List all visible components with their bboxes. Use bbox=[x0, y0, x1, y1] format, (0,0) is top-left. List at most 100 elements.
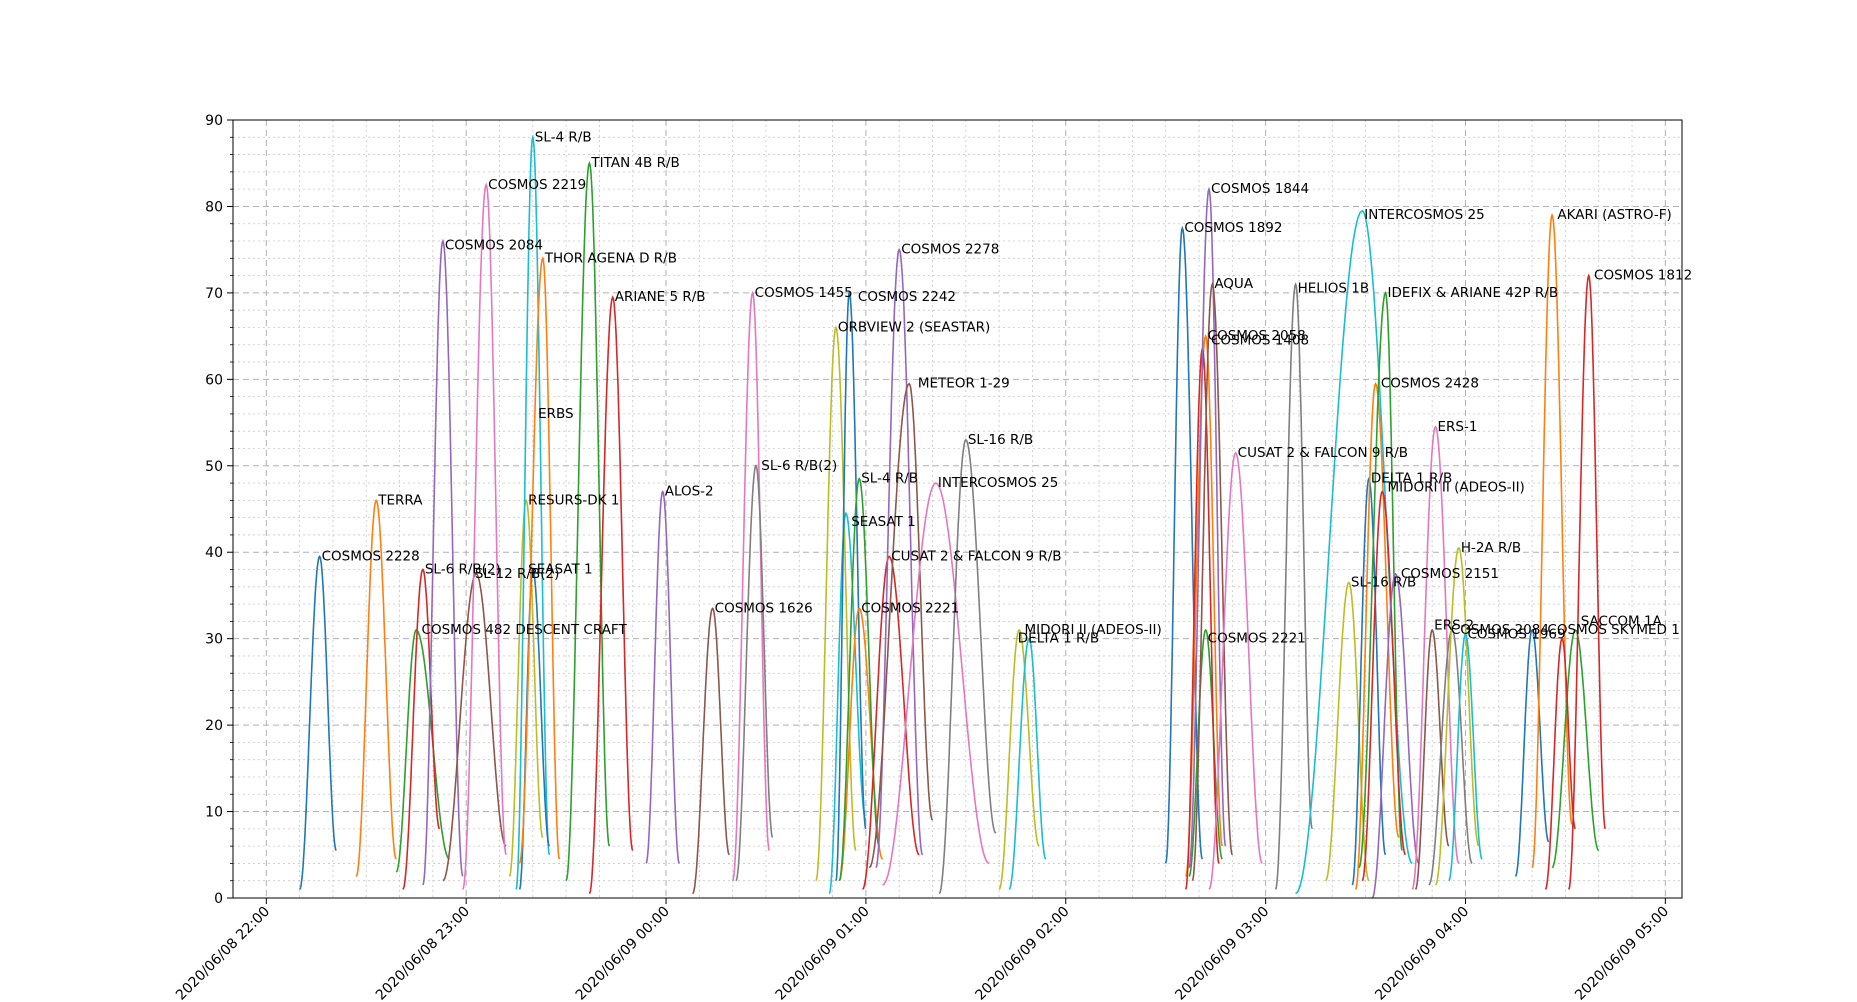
y-tick-label: 10 bbox=[205, 805, 223, 821]
pass-label: SL-12 R/B(2) bbox=[475, 566, 560, 582]
pass-curve bbox=[395, 629, 450, 873]
pass-label: COSMOS 2058 bbox=[1208, 328, 1306, 344]
pass-curve bbox=[1325, 581, 1370, 882]
pass-label: TERRA bbox=[377, 492, 423, 508]
pass-curve bbox=[1351, 476, 1387, 886]
pass-curve bbox=[1191, 282, 1234, 882]
y-tick-label: 30 bbox=[205, 632, 223, 648]
y-tick-label: 70 bbox=[205, 286, 223, 302]
pass-curve bbox=[1371, 572, 1420, 899]
pass-label: TITAN 4B R/B bbox=[590, 155, 679, 171]
pass-curve bbox=[1448, 633, 1483, 882]
y-tick-label: 90 bbox=[205, 113, 223, 129]
pass-label: COSMOS 2221 bbox=[861, 600, 959, 616]
pass-curve bbox=[462, 182, 507, 890]
pass-label: H-2A R/B bbox=[1461, 540, 1521, 556]
y-tick-label: 0 bbox=[214, 891, 223, 907]
pass-label: MIDORI II (ADEOS-II) bbox=[1024, 622, 1161, 638]
pass-label: IDEFIX & ARIANE 42P R/B bbox=[1388, 285, 1559, 301]
pass-label: SL-4 R/B bbox=[861, 471, 918, 487]
pass-label: COSMOS 2242 bbox=[858, 289, 956, 305]
pass-label: SL-6 R/B(2) bbox=[761, 458, 837, 474]
y-tick-label: 20 bbox=[205, 718, 223, 734]
pass-curve bbox=[998, 628, 1040, 890]
y-tick-label: 40 bbox=[205, 545, 223, 561]
plot-area bbox=[298, 134, 1607, 899]
pass-label: MIDORI II (ADEOS-II) bbox=[1388, 479, 1525, 495]
pass-label: CUSAT 2 & FALCON 9 R/B bbox=[1238, 445, 1408, 461]
pass-label: COSMOS 1812 bbox=[1594, 268, 1692, 284]
pass-curve bbox=[1428, 628, 1473, 886]
pass-curve bbox=[1274, 282, 1314, 890]
pass-curve bbox=[515, 134, 551, 890]
pass-label: COSMOS 2228 bbox=[322, 549, 420, 565]
pass-label: ALOS-2 bbox=[665, 484, 714, 500]
pass-label: AKARI (ASTRO-F) bbox=[1557, 207, 1671, 223]
pass-curve bbox=[862, 555, 920, 890]
pass-label: SL-4 R/B bbox=[535, 129, 592, 145]
pass-curve bbox=[1434, 546, 1480, 886]
y-tick-label: 60 bbox=[205, 372, 223, 388]
pass-label: DELTA 1 R/B bbox=[1371, 471, 1452, 487]
pass-label: COSMOS 2084 bbox=[445, 237, 543, 253]
pass-curve bbox=[588, 295, 634, 895]
pass-label: COSMOS 1969 bbox=[1467, 626, 1565, 642]
pass-curve bbox=[422, 238, 464, 886]
pass-label: COSMOS 2084 bbox=[1451, 622, 1549, 638]
pass-curve bbox=[882, 482, 990, 886]
pass-label: COSMOS 2151 bbox=[1401, 566, 1499, 582]
pass-curve bbox=[938, 438, 997, 895]
pass-label: ERS-1 bbox=[1438, 419, 1478, 435]
pass-label: INTERCOSMOS 25 bbox=[1364, 207, 1485, 223]
pass-curve bbox=[508, 498, 544, 877]
pass-curve bbox=[355, 498, 397, 877]
pass-curve bbox=[815, 325, 857, 882]
pass-label: RESURS-DK 1 bbox=[528, 492, 619, 508]
pass-label: ERBS bbox=[538, 406, 574, 422]
pass-curve bbox=[1567, 273, 1607, 890]
pass-curve bbox=[1361, 490, 1407, 882]
pass-label: COSMOS 1844 bbox=[1211, 181, 1309, 197]
pass-label: COSMOS 2221 bbox=[1208, 631, 1306, 647]
pass-curve bbox=[828, 511, 867, 895]
pass-label: SEASAT 1 bbox=[528, 562, 592, 578]
pass-curve bbox=[518, 256, 561, 864]
pass-label: SEASAT 1 bbox=[851, 514, 915, 530]
pass-curve bbox=[1514, 628, 1550, 877]
pass-label: METEOR 1-29 bbox=[918, 376, 1010, 392]
pass-label: ORBVIEW 2 (SEASTAR) bbox=[838, 319, 990, 335]
pass-label: COSMOS 2219 bbox=[488, 177, 586, 193]
pass-curve bbox=[402, 568, 441, 890]
pass-label: COSMOS 2278 bbox=[901, 242, 999, 258]
pass-label: AQUA bbox=[1214, 276, 1254, 292]
pass-curve bbox=[868, 382, 934, 869]
pass-curve bbox=[1188, 186, 1227, 868]
pass-label: SACCOM 1A bbox=[1581, 613, 1663, 629]
pass-curve bbox=[1358, 291, 1403, 869]
pass-label: COSMOS 1626 bbox=[715, 600, 813, 616]
pass-label: COSMOS 1455 bbox=[755, 285, 853, 301]
pass-label: COSMOS 1892 bbox=[1184, 220, 1282, 236]
pass-label: ERS-2 bbox=[1434, 618, 1474, 634]
pass-label: INTERCOSMOS 25 bbox=[938, 475, 1059, 491]
pass-label: CUSAT 2 & FALCON 9 R/B bbox=[891, 549, 1061, 565]
pass-curve bbox=[731, 290, 771, 881]
pass-label: COSMOS 1408 bbox=[1211, 332, 1309, 348]
pass-curve bbox=[1411, 425, 1460, 890]
y-tick-label: 50 bbox=[205, 459, 223, 475]
pass-label: DELTA 1 R/B bbox=[1018, 631, 1099, 647]
pass-label: SL-6 R/B(2) bbox=[425, 562, 501, 578]
pass-label: COSMOS SKYMED 1 bbox=[1547, 622, 1679, 638]
pass-curve bbox=[1208, 451, 1263, 890]
y-tick-label: 80 bbox=[205, 199, 223, 215]
pass-label: SL-16 R/B bbox=[1351, 574, 1416, 590]
axes-frame bbox=[232, 119, 1683, 899]
y-axis: 0 10 20 30 40 50 60 70 80 90 bbox=[205, 113, 233, 907]
pass-curve bbox=[1551, 628, 1600, 869]
pass-curve bbox=[645, 490, 681, 864]
pass-curve bbox=[692, 607, 730, 895]
pass-curve bbox=[838, 477, 880, 882]
pass-curve bbox=[1544, 637, 1577, 890]
pass-curve bbox=[1354, 382, 1400, 890]
